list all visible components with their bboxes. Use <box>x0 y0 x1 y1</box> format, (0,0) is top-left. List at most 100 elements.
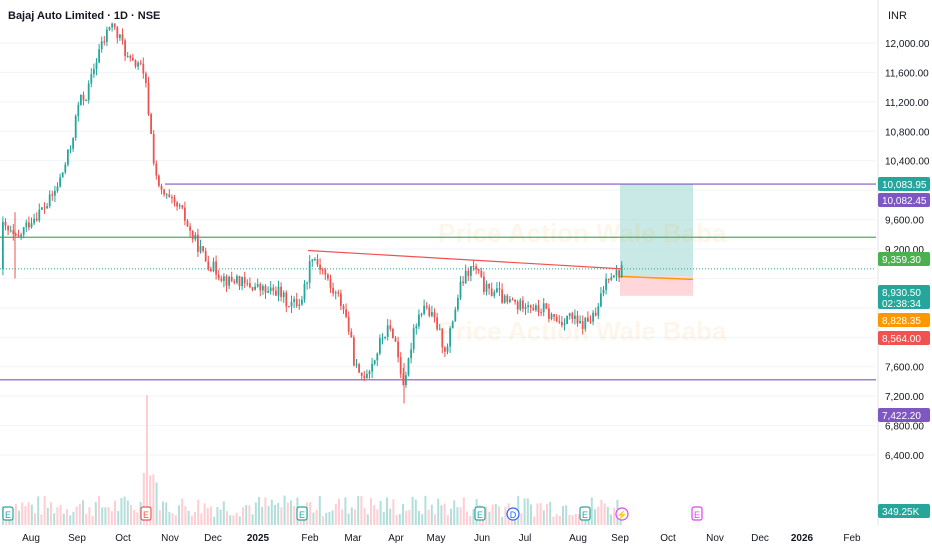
candle-body <box>485 283 488 292</box>
split-marker-icon[interactable]: ⚡ <box>615 507 629 521</box>
earnings-marker-icon[interactable]: E <box>140 506 152 521</box>
volume-bar <box>283 495 286 525</box>
candle-body <box>139 62 142 64</box>
trendline-segment[interactable] <box>307 249 623 270</box>
candle-body <box>48 194 51 207</box>
volume-bar <box>203 503 206 525</box>
candle-body <box>511 299 514 301</box>
price-axis-tick-label: 9,600.00 <box>885 216 924 227</box>
horizontal-levels[interactable] <box>0 183 876 381</box>
price-badges: 10,083.95 10,082.45 9,359.30 8,930.5002:38:… <box>878 177 930 518</box>
volume-bar <box>494 504 497 525</box>
candle-body <box>308 261 311 283</box>
volume-bar <box>402 504 404 525</box>
candle-body <box>116 27 119 38</box>
volume-bar <box>98 495 100 525</box>
candle-body <box>412 328 415 350</box>
candle-body <box>428 307 431 316</box>
candle-body <box>67 149 69 165</box>
candle-body <box>589 321 592 323</box>
candle-body <box>392 328 394 339</box>
volume-bar <box>430 504 433 525</box>
dividend-marker-icon[interactable]: D <box>506 507 520 521</box>
candle-body <box>542 303 545 313</box>
price-badge-bg <box>878 285 930 309</box>
volume-bar <box>293 505 296 525</box>
time-axis-tick-label: Jul <box>519 533 532 544</box>
earnings-marker-icon[interactable]: E <box>474 506 486 521</box>
volume-bar <box>219 509 222 525</box>
candle-body <box>9 230 12 232</box>
candle-body <box>405 375 407 386</box>
candle-body <box>576 315 579 324</box>
volume-bar <box>597 506 600 525</box>
volume-bar <box>107 507 110 525</box>
candle-body <box>4 221 7 226</box>
candle-body <box>592 312 594 322</box>
candle-body <box>563 323 566 326</box>
candle-body <box>108 27 111 30</box>
marker-letter: E <box>694 510 700 520</box>
volume-bar <box>117 511 120 525</box>
candle-body <box>449 328 451 347</box>
candle-body <box>69 148 72 150</box>
volume-bar <box>114 500 116 525</box>
volume-bar <box>142 472 145 525</box>
volume-bar <box>24 506 27 525</box>
earnings-marker-icon[interactable]: E <box>691 506 703 521</box>
candle-body <box>366 373 368 379</box>
candle-body <box>467 270 470 276</box>
volume-bar <box>174 515 177 525</box>
price-axis-tick-label: 11,600.00 <box>885 68 929 79</box>
marker-shape <box>691 506 703 521</box>
volume-bar <box>123 496 126 525</box>
candle-body <box>483 276 485 292</box>
marker-shape <box>140 506 152 521</box>
earnings-marker-icon[interactable]: E <box>296 506 308 521</box>
volume-bar <box>155 482 158 525</box>
time-axis-tick-label: Aug <box>22 533 40 544</box>
time-axis-tick-label: Nov <box>706 533 724 544</box>
candle-body <box>100 41 103 50</box>
candle-body <box>488 283 490 289</box>
candle-body <box>503 295 506 303</box>
time-axis[interactable]: Aug Sep Oct Nov Dec 2025 Feb Mar Apr May Jun Jul Aug… <box>22 533 861 544</box>
earnings-marker-icon[interactable]: E <box>579 506 591 521</box>
trendline[interactable] <box>307 249 623 270</box>
candle-body <box>249 283 251 288</box>
volume-bar <box>136 512 139 525</box>
candle-body <box>602 289 605 294</box>
candle-body <box>282 292 285 297</box>
candle-body <box>85 100 87 102</box>
candle-body <box>584 317 587 329</box>
event-markers[interactable]: E E E E D E ⚡ E <box>2 506 703 521</box>
volume-bar <box>613 507 616 525</box>
volume-bar <box>462 497 465 525</box>
price-badge: 8,828.35 <box>878 313 930 327</box>
volume-bar <box>443 503 446 525</box>
volume-bar <box>408 509 411 525</box>
volume-bar <box>552 516 555 525</box>
candle-body <box>288 306 290 308</box>
price-axis-tick-label: 10,800.00 <box>885 127 930 138</box>
volume-bar <box>488 511 491 525</box>
candle-body <box>158 175 160 186</box>
candle-body <box>228 276 230 286</box>
candle-body <box>509 299 511 302</box>
volume-bar <box>206 508 209 525</box>
volume-bar <box>590 497 593 525</box>
volume-bar <box>94 502 97 525</box>
candle-body <box>571 313 574 319</box>
earnings-marker-icon[interactable]: E <box>2 506 14 521</box>
candle-body <box>2 221 4 269</box>
candle-body <box>267 291 269 293</box>
volume-bar <box>526 498 529 525</box>
time-axis-tick-label: Feb <box>301 533 319 544</box>
volume-bar <box>14 504 17 525</box>
candle-body <box>306 282 308 284</box>
candle-body <box>613 275 615 278</box>
candle-body <box>238 276 241 287</box>
target-zone <box>620 183 693 277</box>
volume-bar <box>565 505 568 525</box>
